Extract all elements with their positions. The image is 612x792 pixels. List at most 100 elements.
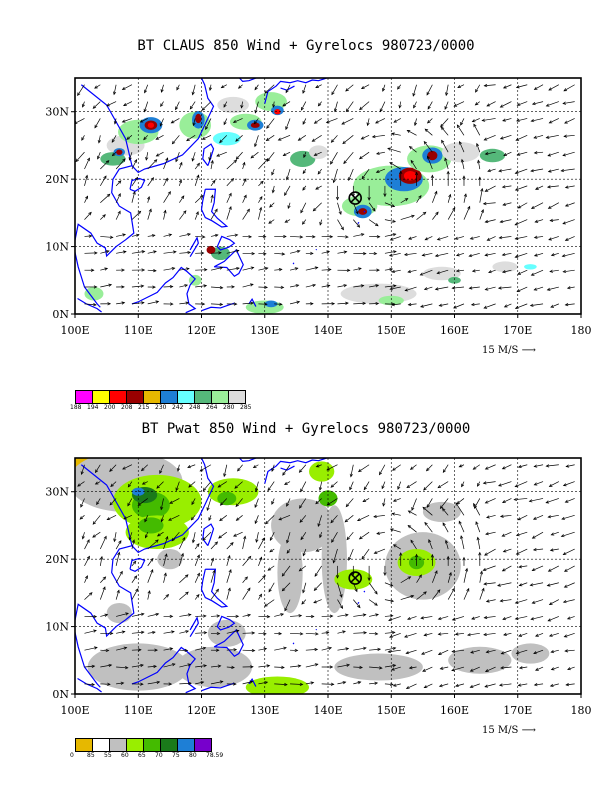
coastline	[77, 297, 102, 313]
wind-vector	[407, 302, 417, 307]
wind-vector	[501, 531, 512, 537]
wind-vector	[131, 575, 138, 583]
wind-vector	[178, 179, 183, 186]
wind-vector	[321, 235, 334, 239]
panel-2-plot-area	[75, 458, 581, 694]
wind-vector	[439, 498, 449, 510]
wind-vector	[533, 481, 544, 486]
wind-vector	[564, 202, 575, 207]
wind-vector	[389, 286, 401, 291]
panel-2-vector-reference: 15 M/S ⟶	[482, 725, 536, 736]
wind-vector	[430, 174, 434, 186]
wind-vector	[210, 614, 221, 618]
wind-vector	[533, 464, 544, 468]
wind-vector	[550, 531, 559, 536]
coastline	[280, 465, 295, 471]
wind-vector	[226, 682, 237, 686]
wind-vector	[405, 649, 417, 655]
wind-vector	[94, 118, 101, 129]
wind-vector	[416, 574, 422, 583]
wind-vector	[179, 161, 183, 170]
wind-vector	[375, 118, 386, 124]
wind-vector	[258, 574, 266, 583]
wind-vector	[498, 683, 512, 687]
shaded-region	[378, 295, 404, 306]
wind-vector	[116, 268, 125, 272]
wind-vector	[501, 565, 512, 572]
coastline	[213, 248, 244, 278]
wind-vector	[487, 168, 496, 173]
wind-vector	[361, 168, 370, 180]
wind-vector	[300, 531, 307, 541]
wind-vector	[442, 522, 449, 533]
wind-vector	[147, 285, 156, 289]
wind-vector	[111, 151, 117, 157]
wind-vector	[423, 481, 433, 491]
wind-vector	[242, 235, 253, 239]
coastline	[357, 221, 360, 225]
wind-vector	[484, 683, 496, 688]
wind-vector	[454, 632, 465, 636]
wind-vector	[563, 134, 575, 138]
wind-vector	[471, 269, 480, 273]
wind-vector	[242, 648, 256, 653]
wind-vector	[488, 269, 496, 274]
wind-vector	[408, 666, 417, 670]
lat-tick-label: 30N	[45, 106, 69, 119]
lon-tick-label: 180	[571, 324, 592, 337]
wind-vector	[421, 649, 433, 655]
wind-vector	[188, 481, 196, 488]
wind-vector	[115, 551, 121, 566]
wind-vector	[473, 123, 481, 136]
wind-vector	[518, 632, 528, 637]
wind-vector	[311, 135, 322, 142]
wind-vector	[451, 286, 465, 290]
wind-vector	[453, 101, 465, 107]
wind-vector	[384, 219, 397, 223]
wind-vector	[469, 683, 480, 688]
wind-vector	[144, 515, 149, 523]
legend-label: 0	[70, 752, 74, 759]
wind-vector	[315, 185, 322, 190]
wind-vector	[393, 118, 401, 123]
wind-vector	[97, 152, 101, 160]
wind-vector	[485, 599, 496, 603]
wind-vector	[187, 464, 196, 469]
wind-vector	[100, 214, 106, 220]
wind-vector	[84, 234, 93, 238]
wind-vector	[314, 565, 322, 577]
wind-vector	[389, 162, 401, 170]
lon-tick-label: 140E	[313, 324, 342, 337]
wind-vector	[531, 101, 544, 106]
wind-vector	[210, 179, 216, 187]
legend-label: 80	[189, 752, 197, 759]
wind-vector	[116, 285, 125, 289]
wind-vector	[550, 303, 559, 308]
wind-vector	[100, 576, 107, 583]
wind-vector	[302, 548, 307, 557]
wind-vector	[274, 682, 288, 687]
wind-vector	[422, 506, 433, 516]
wind-vector	[284, 599, 291, 612]
wind-vector	[147, 234, 156, 238]
wind-vector	[502, 84, 512, 89]
wind-vector	[419, 269, 433, 276]
wind-vector	[189, 101, 196, 110]
wind-vector	[383, 185, 387, 198]
wind-vector	[445, 84, 449, 97]
wind-vector	[219, 515, 228, 522]
lat-tick-label: 0N	[52, 308, 69, 321]
wind-vector	[368, 219, 379, 227]
wind-vector	[195, 268, 208, 272]
legend-swatch	[92, 738, 110, 752]
wind-vector	[194, 572, 200, 583]
wind-vector	[384, 284, 397, 288]
wind-vector	[423, 140, 433, 153]
wind-vector	[254, 135, 259, 148]
wind-vector	[179, 536, 186, 550]
wind-vector	[471, 118, 480, 123]
wind-vector	[454, 236, 465, 240]
wind-vector	[242, 251, 256, 256]
wind-vector	[379, 464, 386, 476]
